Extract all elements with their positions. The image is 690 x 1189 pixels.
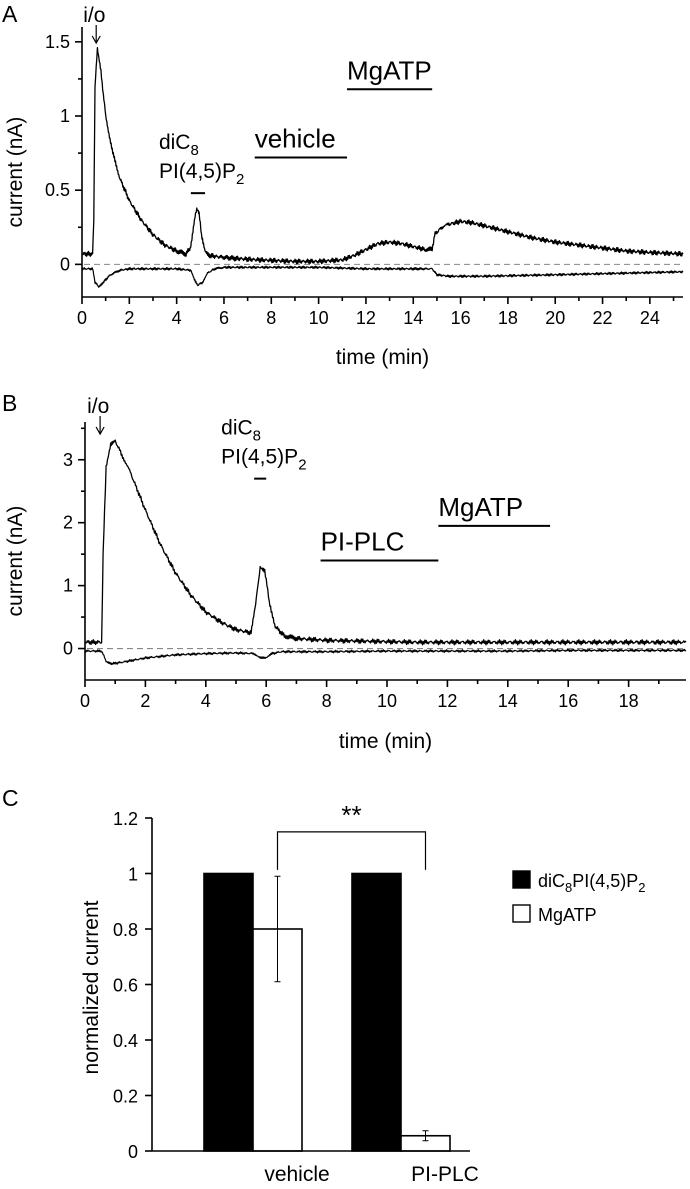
y-axis-label: current (nA)	[4, 506, 27, 617]
y-axis-label: normalized current	[80, 900, 103, 1074]
x-tick-label: 2	[124, 308, 134, 328]
y-tick-label: 0.5	[45, 180, 70, 200]
x-tick-label: 22	[593, 308, 613, 328]
x-tick-label: 16	[558, 691, 578, 711]
x-tick-label: 0	[77, 308, 87, 328]
application-label: MgATP	[347, 55, 432, 85]
legend-swatch	[512, 870, 531, 889]
y-tick-label: 0.4	[113, 1031, 138, 1051]
io-arrow-icon	[95, 426, 105, 436]
x-tick-label: 12	[437, 691, 457, 711]
current-trace	[84, 439, 687, 646]
x-tick-label: 0	[80, 691, 90, 711]
legend-label: MgATP	[538, 905, 597, 925]
x-tick-label: 6	[261, 691, 271, 711]
io-marker-label: i/o	[83, 4, 105, 27]
category-label: PI-PLC	[411, 1163, 479, 1186]
application-label: vehicle	[255, 124, 336, 154]
x-axis-label: time (min)	[339, 730, 432, 753]
x-tick-label: 2	[140, 691, 150, 711]
panel-c: C 0 0.2 0.4 0.6 0.8 1 1.2 normalized current vehi…	[2, 785, 646, 1186]
x-tick-label: 8	[266, 308, 276, 328]
io-marker-label: i/o	[87, 395, 109, 418]
x-tick-label: 4	[201, 691, 211, 711]
application-label: diC8	[159, 131, 199, 159]
y-tick-label: 3	[63, 450, 73, 470]
application-label: PI(4,5)P2	[159, 160, 244, 188]
baseline-trace	[81, 265, 684, 288]
io-arrow-icon	[91, 35, 101, 45]
significance-marker: **	[341, 800, 361, 830]
x-tick-label: 10	[377, 691, 397, 711]
y-tick-label: 0.6	[113, 976, 138, 996]
y-tick-label: 2	[63, 513, 73, 533]
y-tick-label: 1	[63, 576, 73, 596]
x-tick-label: 14	[403, 308, 423, 328]
y-tick-label: 1	[128, 865, 138, 885]
x-tick-label: 12	[356, 308, 376, 328]
y-tick-label: 1.5	[45, 32, 70, 52]
y-tick-label: 1.2	[113, 809, 138, 829]
y-tick-label: 0.2	[113, 1087, 138, 1107]
x-tick-label: 4	[172, 308, 182, 328]
panel-letter: A	[2, 1, 18, 27]
panel-letter: C	[2, 785, 19, 811]
x-tick-label: 14	[498, 691, 518, 711]
y-axis-label: current (nA)	[4, 117, 27, 228]
category-label: vehicle	[264, 1163, 329, 1186]
y-tick-label: 0	[128, 1142, 138, 1162]
y-tick-label: 1	[60, 106, 70, 126]
x-tick-label: 6	[219, 308, 229, 328]
panel-letter: B	[2, 390, 17, 416]
bar	[203, 872, 254, 1152]
current-trace	[81, 47, 684, 265]
x-tick-label: 24	[640, 308, 660, 328]
significance-bracket	[276, 831, 427, 870]
x-tick-label: 18	[498, 308, 518, 328]
application-label: PI-PLC	[321, 526, 405, 556]
y-tick-label: 0	[60, 254, 70, 274]
y-tick-label: 0	[63, 639, 73, 659]
x-tick-label: 20	[545, 308, 565, 328]
legend-swatch	[512, 904, 531, 923]
application-label: diC8	[221, 417, 261, 445]
x-tick-label: 16	[451, 308, 471, 328]
x-tick-label: 10	[309, 308, 329, 328]
x-tick-label: 8	[322, 691, 332, 711]
x-tick-label: 18	[619, 691, 639, 711]
y-tick-label: 0.8	[113, 920, 138, 940]
application-label: MgATP	[438, 492, 523, 522]
baseline-trace	[84, 648, 687, 666]
application-label: PI(4,5)P2	[221, 446, 306, 474]
bar	[351, 872, 402, 1152]
legend-label: diC8PI(4,5)P2	[538, 871, 646, 895]
x-axis-label: time (min)	[336, 346, 429, 369]
